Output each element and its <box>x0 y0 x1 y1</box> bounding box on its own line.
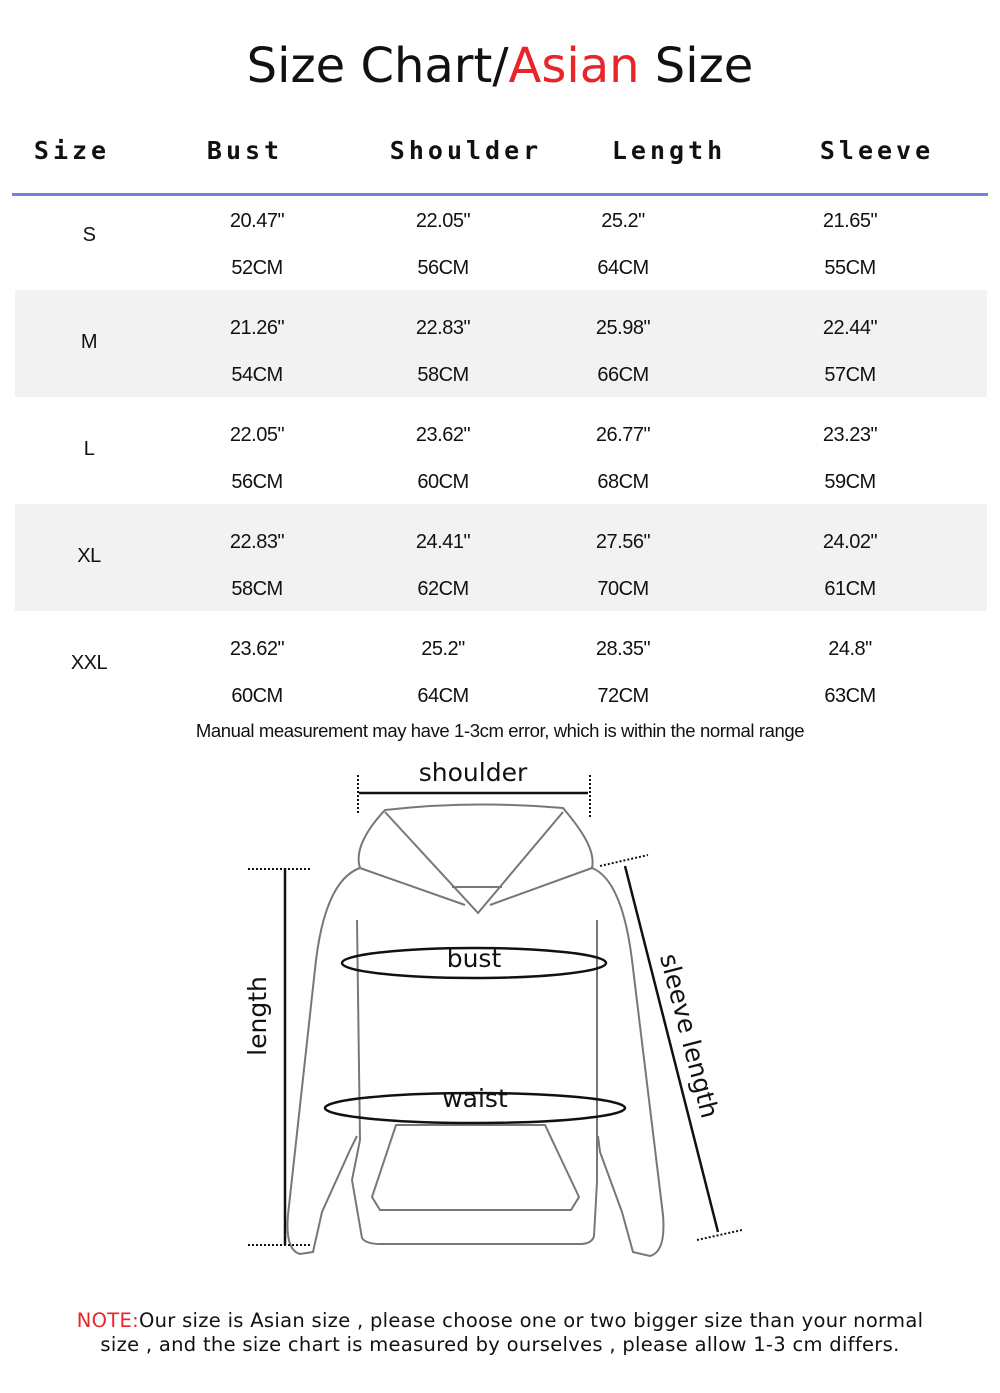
cm-value: 57CM <box>824 364 876 386</box>
cm-value: 52CM <box>231 257 283 279</box>
title-part: Size <box>639 38 754 94</box>
table-row: M 21.26" 54CM 22.83" 58CM 25.98" 66CM 22.44" 57C… <box>15 290 987 397</box>
size-cell: XXL <box>70 652 108 674</box>
inch-value: 22.83" <box>229 531 285 553</box>
inch-value: 22.83" <box>415 317 471 339</box>
inch-value: 23.62" <box>415 424 471 446</box>
inch-value: 27.56" <box>595 531 651 553</box>
cm-value: 55CM <box>824 257 876 279</box>
hoodie-outline <box>286 803 665 1258</box>
cm-value: 66CM <box>597 364 649 386</box>
cm-value: 60CM <box>417 471 469 493</box>
inch-value: 21.26" <box>229 317 285 339</box>
inch-value: 24.41" <box>415 531 471 553</box>
length-label: length <box>243 976 272 1056</box>
size-cell: L <box>83 438 95 460</box>
table-row: XXL 23.62" 60CM 25.2" 64CM 28.35" 72CM 24.8" 63C… <box>15 611 987 718</box>
cm-value: 54CM <box>231 364 283 386</box>
waist-ellipse <box>323 1091 627 1125</box>
cm-value: 70CM <box>597 578 649 600</box>
title-part: Size Chart/ <box>246 38 509 94</box>
inch-value: 25.98" <box>595 317 651 339</box>
waist-label: waist <box>442 1084 508 1113</box>
header-size: Size <box>33 136 111 165</box>
size-cell: XL <box>77 545 101 567</box>
cm-value: 68CM <box>597 471 649 493</box>
inch-value: 22.05" <box>229 424 285 446</box>
size-cell: M <box>80 331 98 353</box>
inch-value: 22.44" <box>822 317 878 339</box>
inch-value: 25.2" <box>601 210 645 232</box>
measurement-note: Manual measurement may have 1-3cm error,… <box>195 720 805 741</box>
inch-value: 23.62" <box>229 638 285 660</box>
inch-value: 22.05" <box>415 210 471 232</box>
inch-value: 20.47" <box>229 210 285 232</box>
footer-note: NOTE:Our size is Asian size , please cho… <box>0 1309 1000 1357</box>
table-row: S 20.47" 52CM 22.05" 56CM 25.2" 64CM 21.65" 55CM <box>15 183 987 290</box>
cm-value: 59CM <box>824 471 876 493</box>
measure-lines <box>248 775 743 1246</box>
header-length: Length <box>611 136 727 165</box>
cm-value: 56CM <box>417 257 469 279</box>
cm-value: 61CM <box>824 578 876 600</box>
cm-value: 64CM <box>417 685 469 707</box>
page-title: Size Chart/Asian Size <box>0 38 1000 94</box>
shoulder-label: shoulder <box>419 758 528 787</box>
note-label: NOTE: <box>76 1309 139 1332</box>
cm-value: 63CM <box>824 685 876 707</box>
size-cell: S <box>82 224 96 246</box>
table-row: L 22.05" 56CM 23.62" 60CM 26.77" 68CM 23.23" 59C… <box>15 397 987 504</box>
bust-label: bust <box>447 944 502 973</box>
inch-value: 23.23" <box>822 424 878 446</box>
cm-value: 56CM <box>231 471 283 493</box>
cm-value: 62CM <box>417 578 469 600</box>
cm-value: 58CM <box>231 578 283 600</box>
cm-value: 60CM <box>231 685 283 707</box>
header-divider <box>12 193 988 196</box>
inch-value: 28.35" <box>595 638 651 660</box>
header-shoulder: Shoulder <box>389 136 543 165</box>
inch-value: 24.8" <box>828 638 872 660</box>
title-accent: Asian <box>508 38 640 94</box>
sleeve-line <box>623 865 720 1233</box>
bust-ellipse <box>340 946 608 980</box>
inch-value: 25.2" <box>421 638 465 660</box>
inch-value: 21.65" <box>822 210 878 232</box>
header-bust: Bust <box>206 136 284 165</box>
cm-value: 72CM <box>597 685 649 707</box>
table-row: XL 22.83" 58CM 24.41" 62CM 27.56" 70CM 24.02" 61… <box>15 504 987 611</box>
note-line: size , and the size chart is measured by… <box>100 1333 900 1356</box>
sleeve-length-label: sleeve length <box>654 951 724 1121</box>
inch-value: 26.77" <box>595 424 651 446</box>
inch-value: 24.02" <box>822 531 878 553</box>
cm-value: 58CM <box>417 364 469 386</box>
header-sleeve: Sleeve <box>819 136 935 165</box>
note-line: Our size is Asian size , please choose o… <box>138 1309 924 1332</box>
cm-value: 64CM <box>597 257 649 279</box>
